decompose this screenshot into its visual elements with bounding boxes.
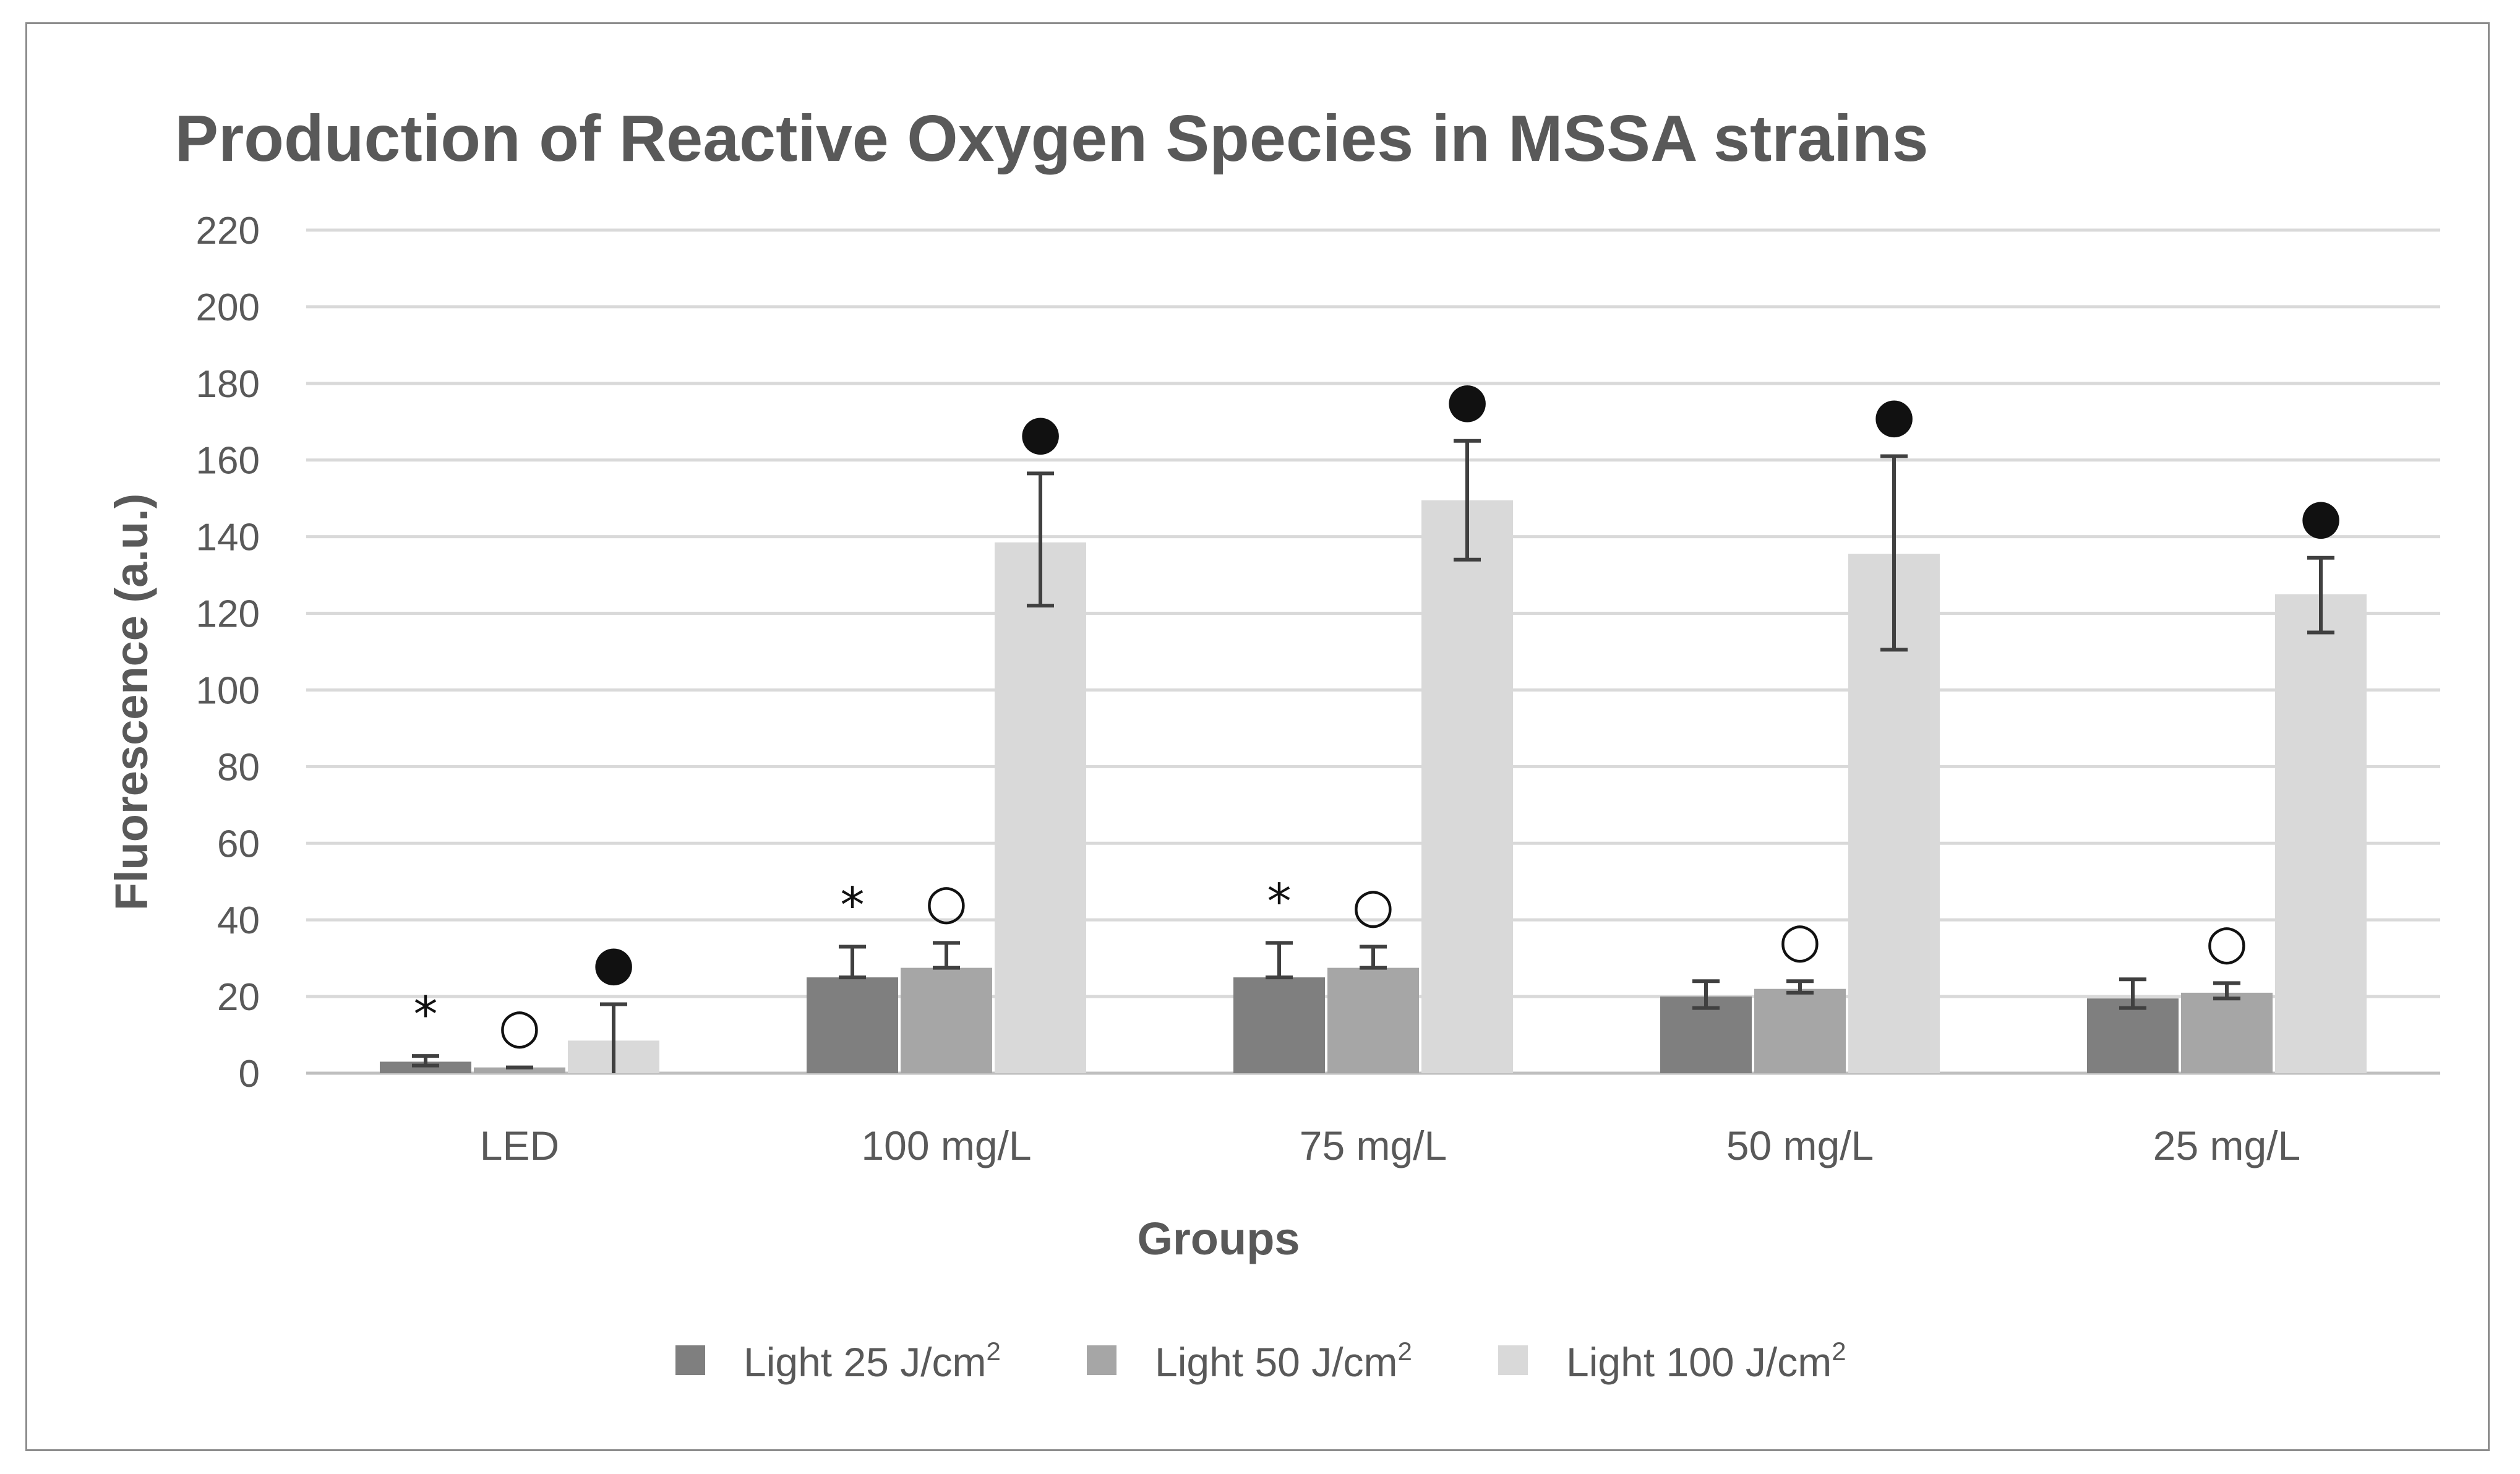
error-bar <box>2119 977 2146 1010</box>
legend-item: Light 50 J/cm2 <box>1087 1337 1412 1385</box>
y-tick-label: 20 <box>217 976 260 1019</box>
open-circle-marker: ○ <box>1779 912 1821 968</box>
bar <box>1421 500 1513 1073</box>
bar <box>2181 992 2273 1073</box>
bar <box>2275 594 2367 1073</box>
error-bar <box>1692 979 1720 1010</box>
legend-item: Light 25 J/cm2 <box>675 1337 1001 1385</box>
bar <box>901 967 992 1073</box>
x-category-label: 50 mg/L <box>1726 1123 1874 1168</box>
bar <box>380 1061 471 1073</box>
bars <box>380 500 2367 1073</box>
bar <box>807 977 898 1073</box>
error-bar <box>839 945 866 980</box>
bar <box>1327 967 1419 1073</box>
y-tick-label: 100 <box>196 669 260 712</box>
y-axis-title: Fluorescence (a.u.) <box>106 494 157 911</box>
bar <box>995 542 1086 1073</box>
open-circle-marker: ○ <box>925 874 967 930</box>
error-bar <box>1786 979 1814 995</box>
x-category-label: 25 mg/L <box>2153 1123 2300 1168</box>
legend: Light 25 J/cm2 Light 50 J/cm2 Light 100 J/… <box>675 1337 1846 1385</box>
x-category-label: LED <box>480 1123 559 1168</box>
chart-frame <box>25 22 2490 1451</box>
y-tick-label: 200 <box>196 286 260 329</box>
error-bar <box>412 1054 439 1068</box>
filled-circle-marker: ● <box>1446 372 1488 428</box>
bar <box>474 1067 565 1073</box>
asterisk-marker: * <box>841 878 865 934</box>
error-bar <box>2307 555 2334 635</box>
legend-label: Light 100 J/cm2 <box>1566 1337 1846 1385</box>
legend-swatch <box>1498 1345 1528 1375</box>
legend-item: Light 100 J/cm2 <box>1498 1337 1846 1385</box>
filled-circle-marker: ● <box>2300 489 2342 545</box>
x-axis-categories: LED 100 mg/L 75 mg/L 50 mg/L 25 mg/L <box>480 1123 2300 1168</box>
y-tick-label: 40 <box>217 899 260 942</box>
x-category-label: 100 mg/L <box>861 1123 1031 1168</box>
y-tick-label: 160 <box>196 440 260 482</box>
legend-swatch <box>1087 1345 1116 1375</box>
y-tick-label: 180 <box>196 363 260 406</box>
filled-circle-marker: ● <box>593 935 635 991</box>
x-axis-title: Groups <box>1137 1213 1300 1264</box>
open-circle-marker: ○ <box>499 999 541 1055</box>
bar <box>1754 988 1846 1073</box>
gridlines <box>306 228 2440 1075</box>
y-tick-label: 220 <box>196 210 260 252</box>
legend-label: Light 25 J/cm2 <box>744 1337 1001 1385</box>
legend-label: Light 50 J/cm2 <box>1155 1337 1412 1385</box>
error-bar <box>1027 471 1054 608</box>
bar <box>1233 977 1325 1073</box>
asterisk-marker: * <box>1267 874 1292 930</box>
legend-swatch <box>675 1345 705 1375</box>
y-axis-ticks: 0 20 40 60 80 100 120 140 160 180 200 220 <box>196 210 260 1095</box>
error-bar <box>600 1002 627 1073</box>
filled-circle-marker: ● <box>1873 388 1915 443</box>
error-bar <box>1880 454 1908 652</box>
chart-title: Production of Reactive Oxygen Species in… <box>174 102 1928 175</box>
open-circle-marker: ○ <box>2206 914 2248 970</box>
bar <box>2087 998 2179 1073</box>
error-bars <box>412 439 2334 1073</box>
y-tick-label: 120 <box>196 593 260 636</box>
error-bar <box>1360 945 1387 970</box>
error-bar <box>2213 981 2240 1001</box>
error-bar <box>1266 941 1293 980</box>
error-bar <box>933 941 960 970</box>
y-tick-label: 80 <box>217 746 260 789</box>
y-tick-label: 60 <box>217 823 260 865</box>
y-tick-label: 140 <box>196 516 260 559</box>
error-bar <box>1454 439 1481 562</box>
x-category-label: 75 mg/L <box>1300 1123 1447 1168</box>
open-circle-marker: ○ <box>1352 878 1394 934</box>
significance-markers: * ○ ● * ○ ● * ○ ● ○ ● ○ ● <box>414 372 2342 1055</box>
y-tick-label: 0 <box>239 1053 260 1095</box>
asterisk-marker: * <box>414 987 438 1043</box>
filled-circle-marker: ● <box>1019 405 1061 460</box>
